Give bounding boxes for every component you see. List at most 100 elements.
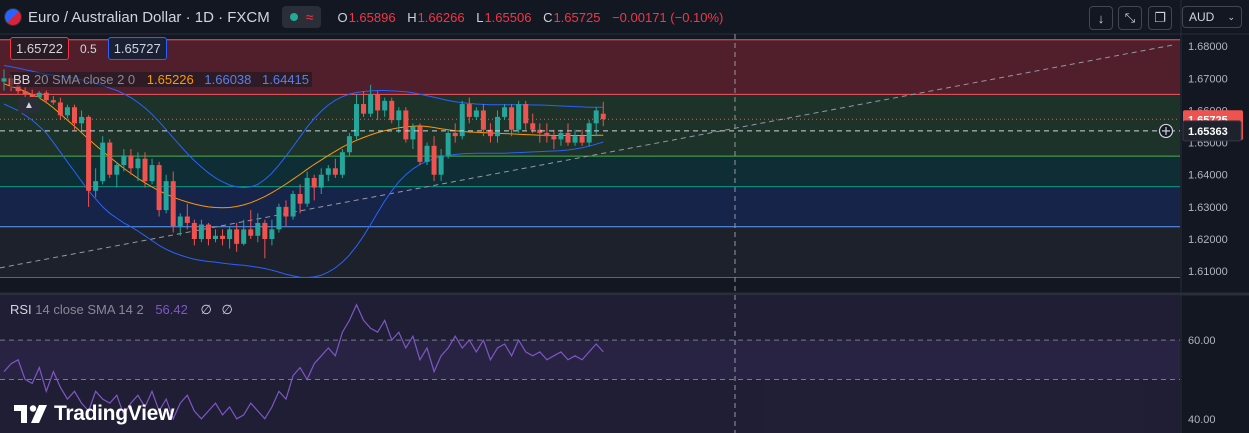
candle-body-3 xyxy=(22,91,28,95)
bb-upper-value: 1.66038 xyxy=(204,72,252,87)
candle-body-41 xyxy=(290,194,296,217)
candle-body-0 xyxy=(1,78,7,82)
brand-name: TradingView xyxy=(54,402,175,425)
candle-body-47 xyxy=(332,168,338,175)
bb-lower-line xyxy=(3,103,604,279)
bb-basis-value: 1.65226 xyxy=(146,72,194,87)
candle-body-45 xyxy=(318,174,324,188)
bb-params: 20 SMA close 2 0 xyxy=(33,72,136,87)
candle-body-72 xyxy=(509,107,515,130)
rsi-legend[interactable]: RSI 14 close SMA 14 2 56.42 ∅ ∅ xyxy=(10,302,239,318)
low-key: L xyxy=(476,9,484,25)
candle-body-38 xyxy=(269,229,275,239)
currency-select[interactable]: AUD ⌄ xyxy=(1182,6,1242,28)
candle-body-35 xyxy=(248,229,254,236)
rsi-band-fill xyxy=(0,340,1180,380)
candle-body-30 xyxy=(213,235,218,239)
restore-icon: ❐ xyxy=(1154,10,1166,25)
price-tick-1: 1.67000 xyxy=(1188,73,1228,85)
candle-body-60 xyxy=(424,145,430,162)
candle-body-69 xyxy=(487,129,493,137)
candle-body-23 xyxy=(163,181,169,211)
candle-body-19 xyxy=(135,158,141,169)
bb-legend[interactable]: BB 20 SMA close 2 0 1.65226 1.66038 1.64… xyxy=(10,72,313,87)
candle-body-52 xyxy=(368,94,374,114)
sell-button[interactable]: 1.65722 xyxy=(10,37,69,60)
candle-body-81 xyxy=(572,136,578,143)
ohlc-readout: O1.65896 H1.66266 L1.65506 C1.65725 −0.0… xyxy=(337,10,731,25)
rsi-tick-0: 60.00 xyxy=(1188,335,1216,347)
candle-body-58 xyxy=(410,126,416,140)
candle-body-56 xyxy=(396,110,402,121)
price-tick-5: 1.63000 xyxy=(1188,202,1228,214)
chevron-up-icon: ▲ xyxy=(24,99,34,111)
candle-body-71 xyxy=(502,107,508,117)
candle-body-4 xyxy=(29,94,35,98)
scroll-down-button[interactable]: ↓ xyxy=(1089,6,1113,30)
crosshair-label-bg xyxy=(1182,120,1242,142)
crosshair-price-label: 1.65363 xyxy=(1188,126,1228,138)
candle-body-36 xyxy=(255,222,261,236)
high-key: H xyxy=(407,9,417,25)
close-key: C xyxy=(543,9,553,25)
rsi-na-1: ∅ xyxy=(200,302,212,317)
open-value: 1.65896 xyxy=(348,9,396,25)
candle-body-20 xyxy=(142,158,148,182)
candle-body-76 xyxy=(537,129,543,133)
candle-body-18 xyxy=(128,155,134,169)
candle-body-82 xyxy=(579,136,585,143)
collapse-button[interactable]: ⤡ xyxy=(1118,6,1142,30)
close-value: 1.65725 xyxy=(553,9,601,25)
candle-body-66 xyxy=(466,104,472,117)
candle-body-25 xyxy=(177,216,183,227)
symbol-title[interactable]: Euro / Australian Dollar · 1D · FXCM xyxy=(28,8,270,26)
bb-lower-value: 1.64415 xyxy=(262,72,310,87)
tradingview-logo-icon xyxy=(14,405,47,423)
bb-name: BB xyxy=(13,72,31,87)
rsi-na-2: ∅ xyxy=(221,302,233,317)
candles-layer xyxy=(1,69,606,259)
price-tick-0: 1.68000 xyxy=(1188,41,1228,53)
candle-body-78 xyxy=(551,136,557,140)
candle-body-37 xyxy=(262,222,268,239)
crosshair-layer: 1.65363 xyxy=(0,34,1242,433)
change-value: −0.00171 (−0.10%) xyxy=(612,9,724,25)
buy-button[interactable]: 1.65727 xyxy=(107,37,167,60)
candle-body-40 xyxy=(283,206,289,217)
candle-body-84 xyxy=(593,110,599,124)
candle-body-73 xyxy=(516,104,522,130)
candle-body-62 xyxy=(438,155,444,175)
candle-body-70 xyxy=(495,116,500,137)
candle-body-46 xyxy=(325,168,331,175)
candle-body-63 xyxy=(445,132,451,156)
candle-body-57 xyxy=(403,110,409,140)
rsi-tick-1: 40.00 xyxy=(1188,414,1216,426)
zone-3 xyxy=(0,186,1180,227)
low-value: 1.65506 xyxy=(484,9,532,25)
candle-body-17 xyxy=(121,155,127,166)
candle-body-83 xyxy=(586,123,592,143)
candle-body-31 xyxy=(220,235,226,239)
market-status-pill[interactable]: ≈ xyxy=(281,6,322,28)
chart-header: Euro / Australian Dollar · 1D · FXCM ≈ O… xyxy=(0,0,731,34)
tradingview-logo[interactable]: TradingView xyxy=(14,402,174,426)
candle-body-10 xyxy=(72,107,77,124)
candle-body-7 xyxy=(50,100,56,103)
candle-body-44 xyxy=(311,177,317,188)
candle-body-39 xyxy=(276,206,282,230)
candle-body-80 xyxy=(565,132,571,143)
arrow-down-icon: ↓ xyxy=(1097,10,1105,26)
zones-layer xyxy=(0,39,1180,433)
rsi-line xyxy=(3,303,604,421)
collapse-icon: ⤡ xyxy=(1124,10,1136,25)
candle-body-75 xyxy=(530,123,536,130)
candle-body-29 xyxy=(205,224,211,239)
candle-body-5 xyxy=(36,92,42,98)
chevron-down-icon: ⌄ xyxy=(1227,11,1235,22)
collapse-legend-button[interactable]: ▲ xyxy=(18,97,40,113)
restore-button[interactable]: ❐ xyxy=(1148,6,1172,30)
rsi-value: 56.42 xyxy=(155,302,188,317)
candle-body-34 xyxy=(241,229,247,244)
